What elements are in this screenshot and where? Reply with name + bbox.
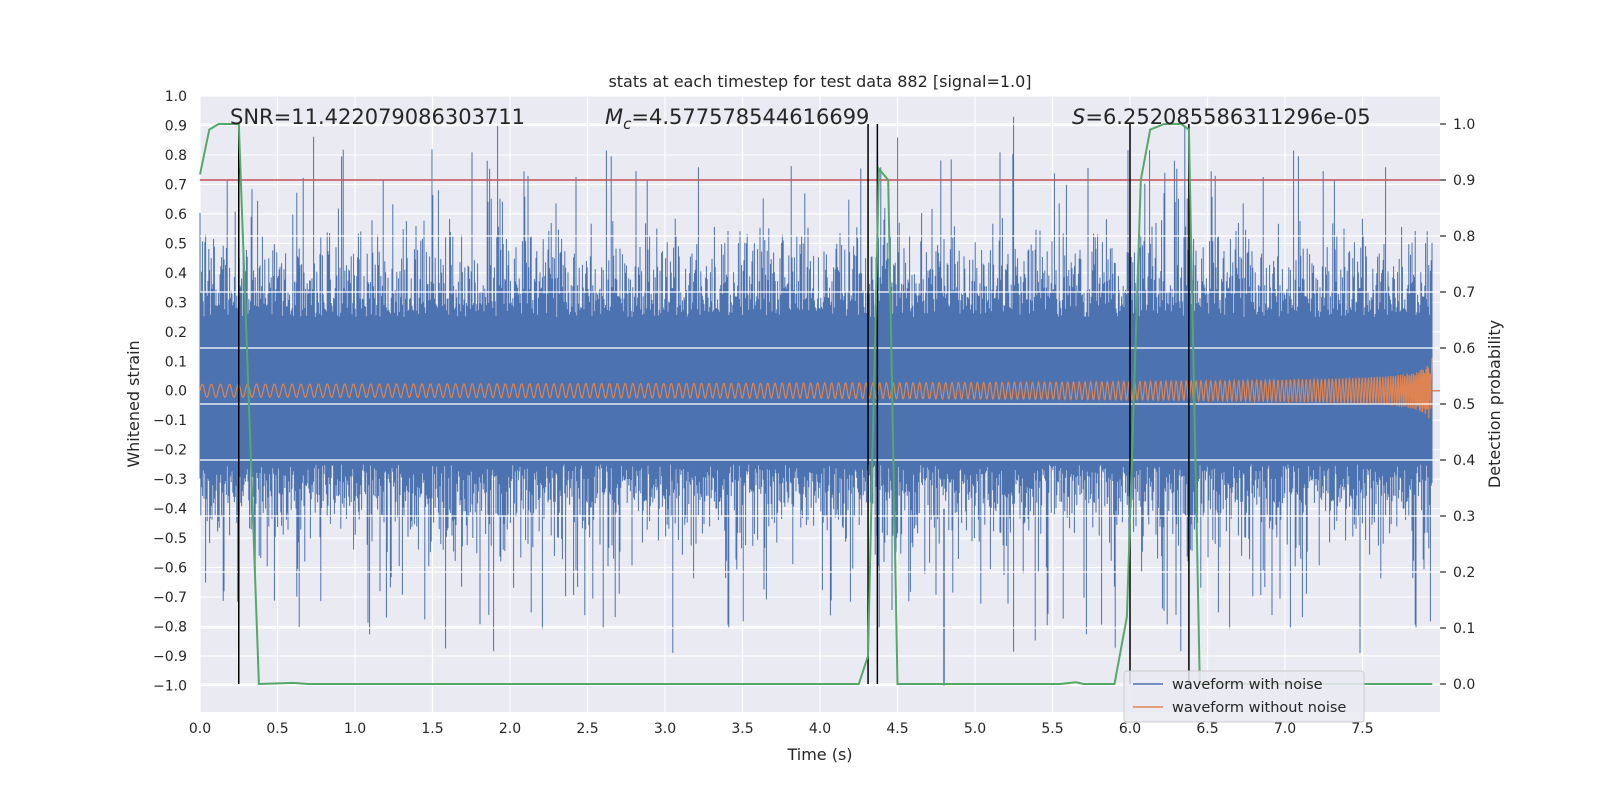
y-left-tick-label: −0.7 <box>153 590 187 606</box>
legend-box <box>1123 670 1365 723</box>
y-left-tick-label: −0.4 <box>153 502 187 518</box>
y-left-tick-label: −0.9 <box>153 649 187 665</box>
mc-value: =4.577578544616699 <box>631 105 869 129</box>
s-annotation: S=6.252085586311296e-05 <box>1072 105 1371 129</box>
x-tick-label: 1.0 <box>344 721 366 737</box>
mc-symbol: M <box>605 105 623 129</box>
y-left-tick-label: 0.5 <box>165 236 187 252</box>
y-right-tick-label: 0.0 <box>1453 677 1475 693</box>
y-left-tick-label: 0.1 <box>165 354 187 370</box>
snr-annotation: SNR=11.422079086303711 <box>230 105 525 129</box>
y-left-tick-label: 0.4 <box>165 266 187 282</box>
chart-title: stats at each timestep for test data 882… <box>608 72 1031 91</box>
x-tick-label: 3.5 <box>731 721 753 737</box>
x-tick-label: 6.0 <box>1119 721 1141 737</box>
x-tick-label: 4.0 <box>809 721 831 737</box>
y-right-tick-label: 0.3 <box>1453 509 1475 525</box>
x-tick-label: 2.5 <box>576 721 598 737</box>
y-right-tick-label: 0.9 <box>1453 173 1475 189</box>
y-left-tick-label: −0.3 <box>153 472 187 488</box>
x-tick-label: 3.0 <box>654 721 676 737</box>
y-left-tick-label: 0.6 <box>165 207 187 223</box>
legend-label-clean: waveform without noise <box>1172 700 1346 716</box>
x-tick-label: 2.0 <box>499 721 521 737</box>
x-axis-ticks: 0.0 0.5 1.0 1.5 2.0 2.5 3.0 3.5 4.0 4.5 5.0 5.5 6.0 6… <box>189 721 1374 737</box>
x-tick-label: 4.5 <box>886 721 908 737</box>
waveform-without-noise-series <box>199 357 1440 419</box>
x-tick-label: 5.5 <box>1041 721 1063 737</box>
y-left-tick-label: 0.7 <box>165 177 187 193</box>
mc-subscript: c <box>623 115 632 133</box>
x-axis-label: Time (s) <box>786 745 852 764</box>
y-left-tick-label: −1.0 <box>153 678 187 694</box>
y-left-tick-label: −0.1 <box>153 413 187 429</box>
chirp-trace <box>199 357 1433 419</box>
legend-label-noise: waveform with noise <box>1172 677 1323 693</box>
y-right-tick-label: 0.7 <box>1453 285 1475 301</box>
y-right-tick-label: 0.8 <box>1453 229 1475 245</box>
y-right-axis-label: Detection probability <box>1485 320 1504 488</box>
x-tick-label: 1.5 <box>421 721 443 737</box>
y-right-tick-label: 0.1 <box>1453 621 1475 637</box>
y-right-tick-label: 1.0 <box>1453 117 1475 133</box>
x-tick-label: 6.5 <box>1196 721 1218 737</box>
legend: waveform with noise waveform without noi… <box>1123 670 1365 723</box>
y-left-tick-label: −0.2 <box>153 443 187 459</box>
y-left-tick-label: 0.8 <box>165 148 187 164</box>
y-left-tick-label: 0.2 <box>165 325 187 341</box>
s-value: =6.252085586311296e-05 <box>1085 105 1370 129</box>
y-left-axis-label: Whitened strain <box>124 340 143 467</box>
x-tick-label: 7.0 <box>1274 721 1296 737</box>
y-left-tick-label: −0.5 <box>153 531 187 547</box>
x-tick-label: 0.5 <box>266 721 288 737</box>
y-right-tick-label: 0.6 <box>1453 341 1475 357</box>
x-tick-label: 0.0 <box>189 721 211 737</box>
y-right-axis-ticks: 1.0 0.9 0.8 0.7 0.6 0.5 0.4 0.3 0.2 0.1 0.0 <box>1440 117 1475 693</box>
y-left-tick-label: −0.6 <box>153 561 187 577</box>
x-tick-label: 7.5 <box>1351 721 1373 737</box>
y-left-tick-label: 0.3 <box>165 295 187 311</box>
x-tick-label: 5.0 <box>964 721 986 737</box>
y-left-tick-label: 0.9 <box>165 118 187 134</box>
chirp-mass-annotation: Mc=4.577578544616699 <box>605 105 869 133</box>
s-symbol: S <box>1072 105 1085 129</box>
y-right-tick-label: 0.4 <box>1453 453 1475 469</box>
y-right-tick-label: 0.2 <box>1453 565 1475 581</box>
y-left-tick-label: 0.0 <box>165 384 187 400</box>
y-left-tick-label: 1.0 <box>165 89 187 105</box>
y-right-tick-label: 0.5 <box>1453 397 1475 413</box>
detection-probability-line <box>199 123 1433 686</box>
y-left-axis-ticks: 1.0 0.9 0.8 0.7 0.6 0.5 0.4 0.3 0.2 0.1 0.0 −0.1 −0.… <box>153 89 187 694</box>
y-left-tick-label: −0.8 <box>153 620 187 636</box>
